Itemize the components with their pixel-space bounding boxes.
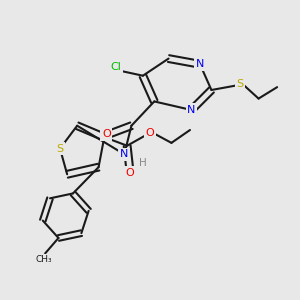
Text: N: N — [120, 149, 128, 159]
Text: O: O — [126, 168, 134, 178]
Text: O: O — [146, 128, 154, 138]
Text: CH₃: CH₃ — [36, 255, 52, 264]
Text: S: S — [56, 144, 64, 154]
Text: O: O — [102, 129, 111, 139]
Text: H: H — [139, 158, 147, 168]
Text: N: N — [196, 59, 204, 69]
Text: N: N — [187, 105, 196, 115]
Text: S: S — [236, 79, 244, 89]
Text: Cl: Cl — [110, 62, 121, 72]
